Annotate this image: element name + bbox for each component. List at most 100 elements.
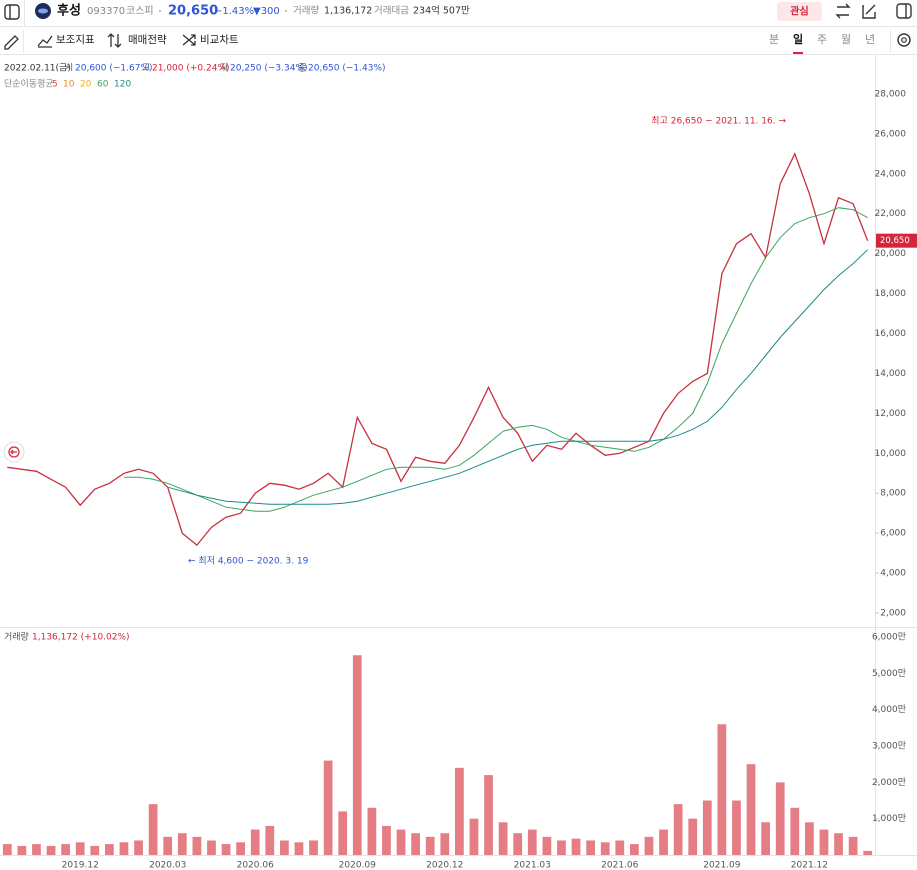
stock-name: 후성 [57,3,81,19]
ma-legend-item: 5 [52,80,58,90]
volume-bar [105,844,114,855]
volume-bar [557,840,566,855]
y-tick-label: 28,000 [875,89,907,99]
volume-bar [688,818,698,855]
volume-bar [673,804,683,855]
volume-bar [717,724,727,855]
info-label: 저 [220,63,228,74]
x-tick-label: 2021.09 [703,861,740,870]
volume-bar [513,833,523,855]
volume-title: 거래량 [4,631,29,643]
volume-bar [382,825,391,855]
swap-icon[interactable] [835,3,851,19]
y-tick-label: 8,000 [880,489,906,499]
volume-bar [192,836,202,855]
indicator-icon[interactable] [37,35,53,48]
volume-bar [207,840,216,855]
volume-bar [17,845,27,855]
volume-bar [425,836,435,855]
volume-bar [805,822,814,855]
gear[interactable] [897,33,911,47]
volume-bar [440,833,450,855]
watch-label[interactable]: 관심 [790,5,808,18]
info-value: 20,250 (−3.34%) [230,64,308,74]
compare-icon[interactable] [182,34,196,46]
toolbar-tools: 보조지표 매매전략 비교차트 [56,34,239,46]
volume-bar [542,836,552,855]
volume-bar [367,807,377,855]
tool-label[interactable]: 보조지표 [56,34,95,46]
volume-bar [571,838,581,855]
watch-button[interactable] [777,2,822,21]
moving-average-line [124,207,868,512]
ma-legend-item: 120 [114,80,131,90]
settings-icon[interactable] [897,33,911,47]
volume-bar [236,842,245,855]
y-tick-label: 4,000만 [872,704,906,715]
volume-bar [863,850,873,855]
y-tick-label: 26,000 [875,129,907,139]
period-tab[interactable]: 월 [841,33,851,46]
x-tick-label: 2020.03 [149,861,186,870]
y-tick-label: 2,000 [880,609,906,619]
volume-bar [177,833,187,855]
volume-bar [455,767,464,855]
sidebar-toggle[interactable] [4,4,20,20]
y-tick-label: 3,000만 [872,741,906,752]
change: ▼300 [253,6,280,17]
scroll-arrow[interactable] [10,449,17,455]
volume-bar [834,833,843,855]
volume-bar [600,842,610,855]
x-tick-label: 2020.12 [426,861,463,870]
volume-bar [265,825,275,855]
x-tick-label: 2021.06 [601,861,638,870]
amount: 234억 507만 [413,5,470,17]
separator [159,10,161,12]
period-tab[interactable]: 분 [769,33,779,46]
period-underline [793,52,803,54]
x-tick-label: 2020.09 [339,861,376,870]
volume-bar [250,829,260,855]
header-icons [835,3,912,19]
header-bar [0,0,917,26]
volume-bar [280,840,289,855]
volume-bar [527,829,537,855]
price: 20,650 [168,4,218,19]
volume-bar [819,829,829,855]
y-tick-label: 20,000 [875,249,907,259]
volume-subtitle: 1,136,172 (+10.02%) [32,633,130,643]
ma-legend-label: 단순이동평균 [4,79,54,90]
period-tab[interactable]: 주 [817,33,827,46]
volume-bar [411,833,420,855]
volume-bar [761,822,770,855]
ma-legend-item: 60 [97,80,109,90]
scroll-button[interactable] [3,441,25,463]
edit-icon[interactable] [862,4,876,19]
tool-label[interactable]: 비교차트 [200,34,239,46]
extreme-annotation: ← 최저 4,600 − 2020. 3. 19 [188,556,309,567]
price-line [7,152,869,547]
strategy-icon[interactable] [107,33,122,48]
y-tick-label: 24,000 [875,169,907,179]
tool-label[interactable]: 매매전략 [128,34,167,46]
x-tick-label: 2021.12 [791,861,828,870]
market: 코스피 [126,5,154,17]
volume-bar [163,836,173,855]
y-tick-label: 6,000 [880,529,906,539]
period-tab[interactable]: 년 [865,33,875,46]
volume-bar [90,845,100,855]
period-tab[interactable]: 일 [793,32,803,46]
volume-bar [352,655,362,855]
info-label: 고 [142,64,150,74]
volume-bar [498,822,508,855]
charts: 2,000 4,000 6,000 8,000 10,000 12,000 14,000 16… [2,89,917,870]
draw-tool[interactable] [4,35,19,50]
panel-icon[interactable] [896,3,912,19]
volume-bar [32,844,41,855]
extreme-annotation: 최고 26,650 − 2021. 11. 16. → [651,115,786,126]
volume-bar [775,782,785,855]
volume-bar [46,845,56,855]
scroll-icon[interactable] [8,446,20,458]
gear-center[interactable] [901,37,907,43]
y-tick-label: 2,000만 [872,777,906,788]
